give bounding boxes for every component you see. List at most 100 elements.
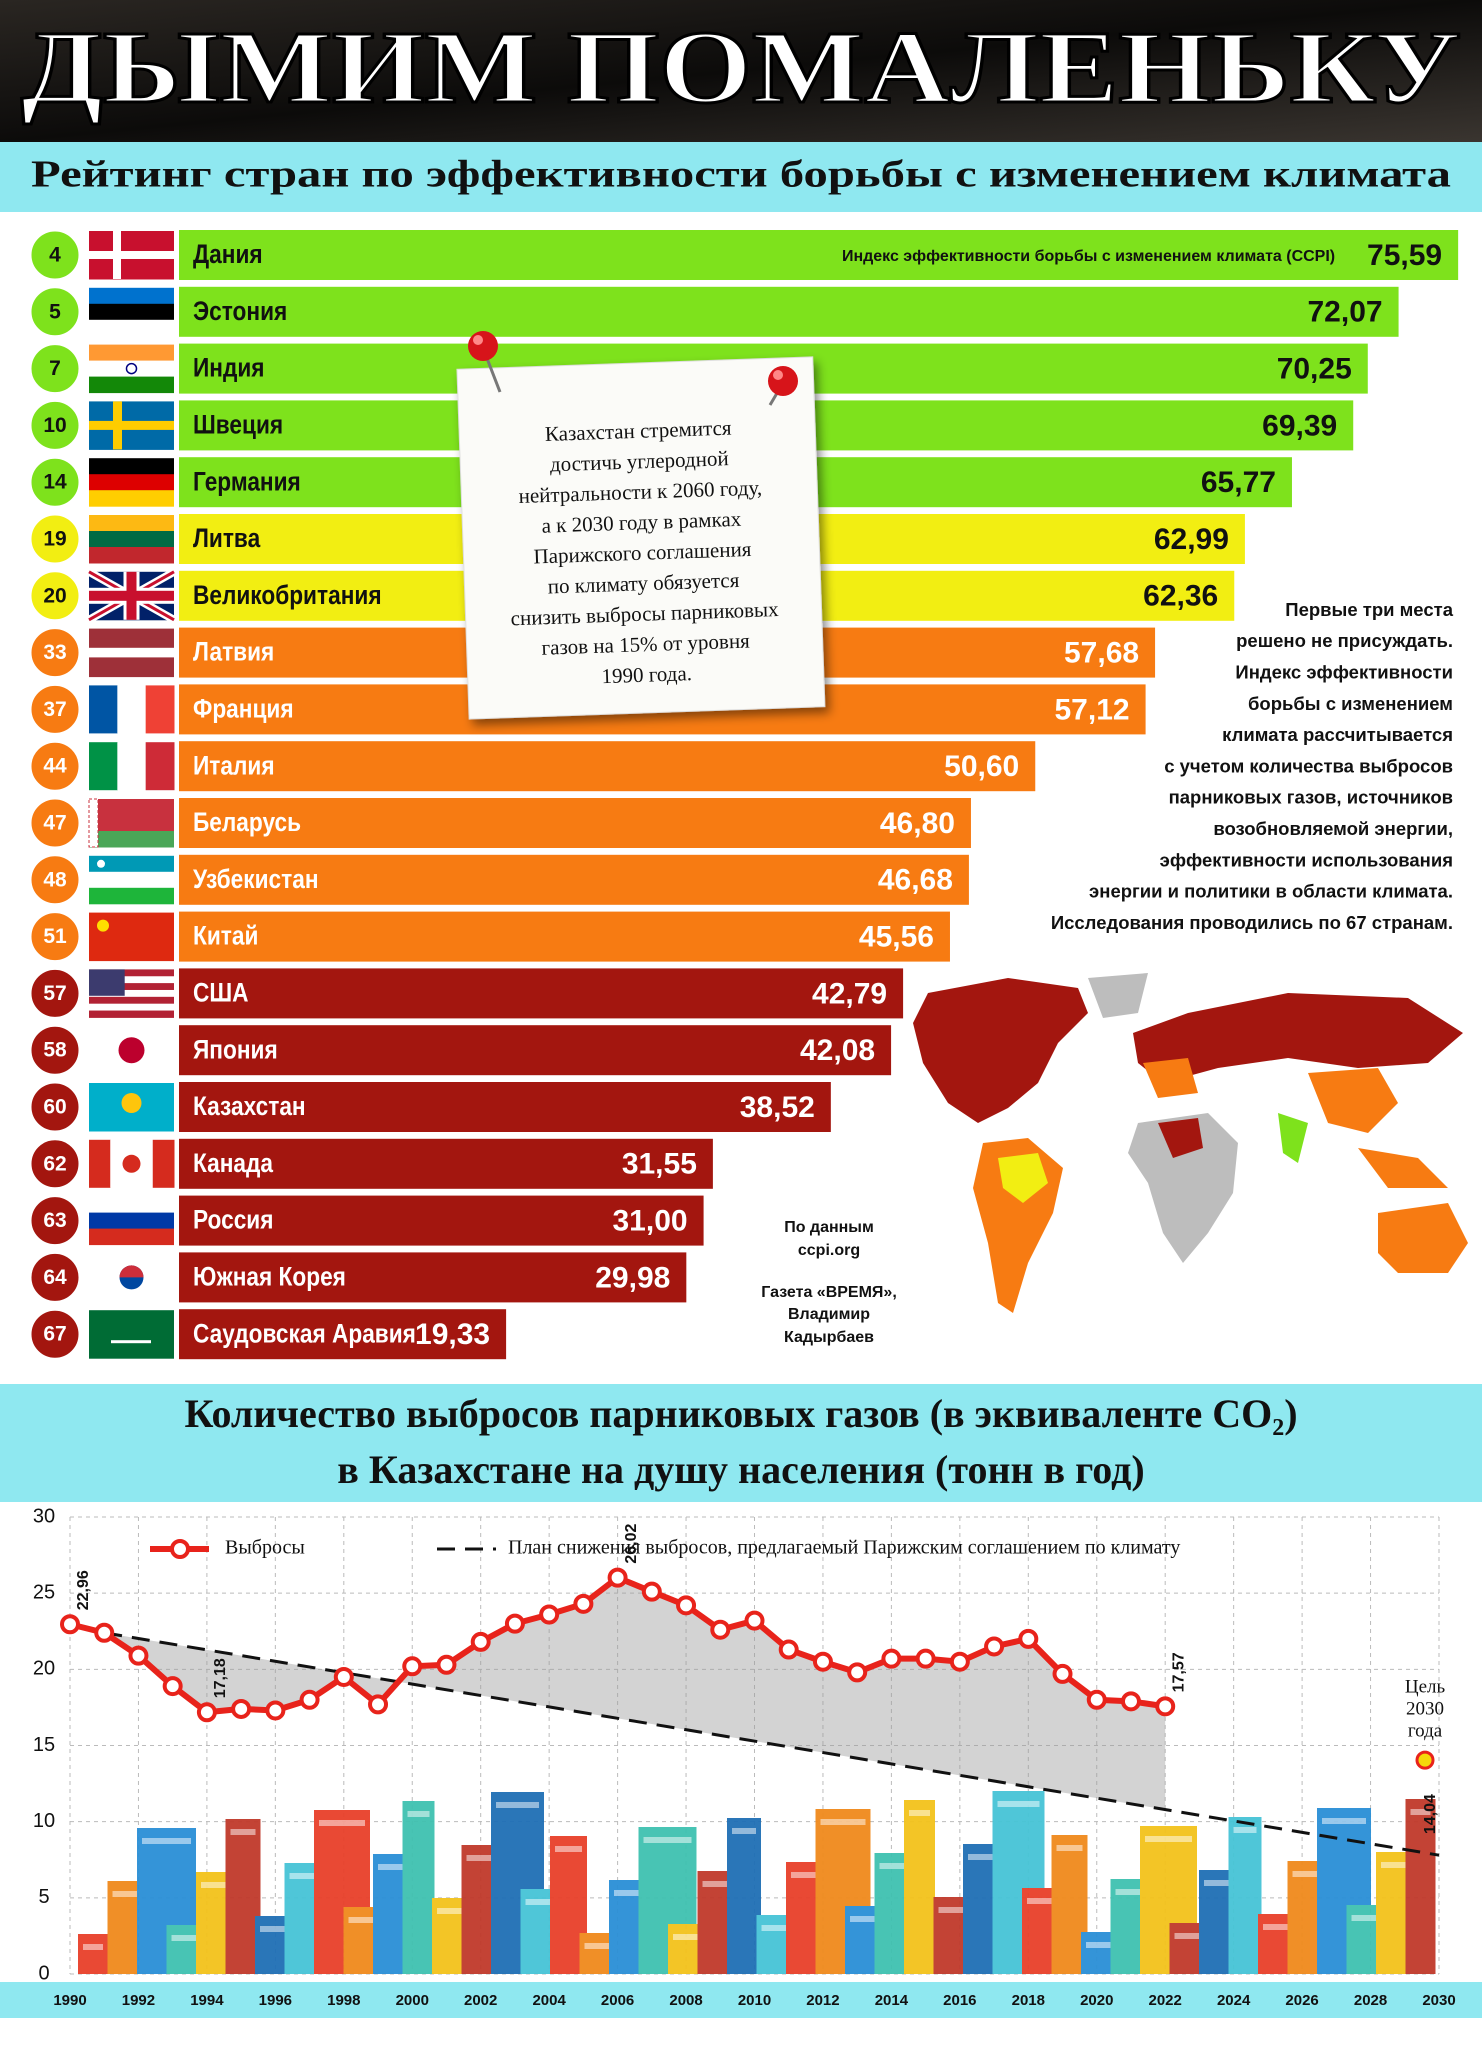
- flag: [88, 798, 174, 848]
- flag: [89, 912, 174, 962]
- x-tick-label: 2004: [532, 1992, 566, 2009]
- bar-row: 57 США 42,79: [28, 966, 904, 1020]
- emissions-point: [641, 1581, 662, 1602]
- flag-emblem: [97, 919, 109, 932]
- flag: [89, 685, 175, 734]
- legend-label: Выбросы: [225, 1537, 305, 1559]
- flag-stripe: [145, 685, 175, 734]
- value-axis-label: Индекс эффективности борьбы с изменением…: [842, 248, 1335, 265]
- flag-stripe: [89, 799, 174, 816]
- emissions-point: [710, 1619, 731, 1640]
- value-label: 31,55: [622, 1148, 697, 1181]
- x-tick-label: 2028: [1354, 1992, 1387, 2009]
- emissions-point: [299, 1689, 320, 1710]
- category-label: Казахстан: [193, 1091, 306, 1121]
- flag-stripe: [89, 1310, 174, 1359]
- page-title: ДЫМИМ ПОМАЛЕНЬКУ: [21, 10, 1461, 125]
- rank: 62: [43, 1152, 66, 1175]
- rank: 51: [43, 925, 67, 948]
- rank: 37: [43, 698, 66, 721]
- note-paper: [456, 356, 826, 720]
- category-label: Канада: [193, 1148, 274, 1178]
- y-tick-label: 15: [33, 1734, 55, 1756]
- header-band: [0, 0, 1482, 142]
- world-map: [913, 973, 1468, 1313]
- flag-stripe: [89, 531, 174, 548]
- value-label: 42,79: [812, 977, 887, 1010]
- x-tick-label: 2010: [738, 1992, 771, 2009]
- emissions-point: [470, 1631, 491, 1652]
- value-label: 62,99: [1154, 523, 1229, 556]
- flag: [89, 231, 174, 280]
- bar: [179, 968, 904, 1019]
- data-label: 17,18: [212, 1658, 229, 1698]
- factory-building: [225, 1819, 261, 1974]
- map-eurasia: [1133, 993, 1463, 1083]
- rank-badge: [28, 796, 82, 850]
- bar-row: 47 Беларусь 46,80: [28, 796, 971, 850]
- rank-badge: [28, 342, 82, 396]
- emissions-point: [504, 1613, 525, 1634]
- emissions-point: [607, 1567, 628, 1588]
- flag-stripe: [89, 1010, 174, 1018]
- emissions-point: [265, 1700, 286, 1721]
- rank-badge: [28, 1194, 82, 1248]
- rank: 4: [49, 244, 61, 267]
- target-label: Цель: [1405, 1676, 1446, 1697]
- flag-stripe: [89, 815, 174, 832]
- value-label: 45,56: [859, 921, 934, 954]
- side-note-line: парниковых газов, источников: [1169, 787, 1453, 808]
- map-australia: [1378, 1203, 1468, 1273]
- category-label: Китай: [193, 921, 258, 951]
- flag-stripe: [89, 458, 174, 475]
- flag-stripe: [89, 1139, 111, 1188]
- emissions-point: [1086, 1689, 1107, 1710]
- x-tick-label: 2016: [943, 1992, 976, 2009]
- value-label: 70,25: [1277, 353, 1352, 386]
- map-greenland: [1088, 973, 1148, 1018]
- factory-window: [1351, 1915, 1388, 1921]
- map-europe: [1143, 1058, 1198, 1098]
- rank: 19: [43, 528, 66, 551]
- factory-window: [1174, 1933, 1214, 1939]
- flag-emblem: [121, 1093, 142, 1113]
- flag-stripe: [89, 1228, 174, 1246]
- value-label: 65,77: [1201, 466, 1276, 499]
- side-note-line: борьбы с изменением: [1248, 693, 1453, 714]
- x-tick-label: 1992: [122, 1992, 155, 2009]
- category-label: Великобритания: [193, 580, 382, 610]
- factory-window: [407, 1811, 430, 1817]
- flag-stripe: [89, 989, 174, 998]
- side-note-line: возобновляемой энергии,: [1213, 818, 1453, 839]
- rank-badge: [28, 398, 82, 452]
- target-label: года: [1408, 1720, 1443, 1741]
- value-label: 57,12: [1055, 693, 1130, 726]
- flag-stripe: [89, 360, 174, 378]
- flag: [89, 1026, 174, 1075]
- emissions-point: [881, 1648, 902, 1669]
- rank: 10: [43, 414, 66, 437]
- x-tick-label: 2000: [396, 1992, 429, 2009]
- source-line: ccpi.org: [798, 1242, 860, 1259]
- x-tick-label: 2008: [669, 1992, 702, 2009]
- flag: [89, 742, 175, 791]
- category-label: Швеция: [193, 410, 283, 440]
- pin-left: [468, 331, 502, 393]
- target-value: 14,04: [1422, 1794, 1439, 1834]
- category-label: Италия: [193, 751, 275, 781]
- bar-row: 67 Саудовская Аравия 19,33: [28, 1307, 507, 1361]
- side-note: Первые три места решено не присуждать. Инд…: [1051, 599, 1454, 933]
- emissions-point: [402, 1656, 423, 1677]
- factory-window: [1410, 1809, 1431, 1815]
- flag-canton: [89, 969, 125, 996]
- x-tick-label: 1996: [259, 1992, 292, 2009]
- emissions-point: [1018, 1628, 1039, 1649]
- bar-row: 4 Дания 75,59 Индекс эффективности борьбы с…: [28, 228, 1459, 282]
- bar: [179, 741, 1036, 792]
- rank-badge: [28, 853, 82, 907]
- rank-badge: [28, 626, 82, 680]
- flag-stripe: [89, 490, 174, 507]
- bar-row: 48 Узбекистан 46,68: [28, 853, 969, 907]
- category-label: Узбекистан: [193, 864, 319, 894]
- factory-window: [378, 1864, 408, 1870]
